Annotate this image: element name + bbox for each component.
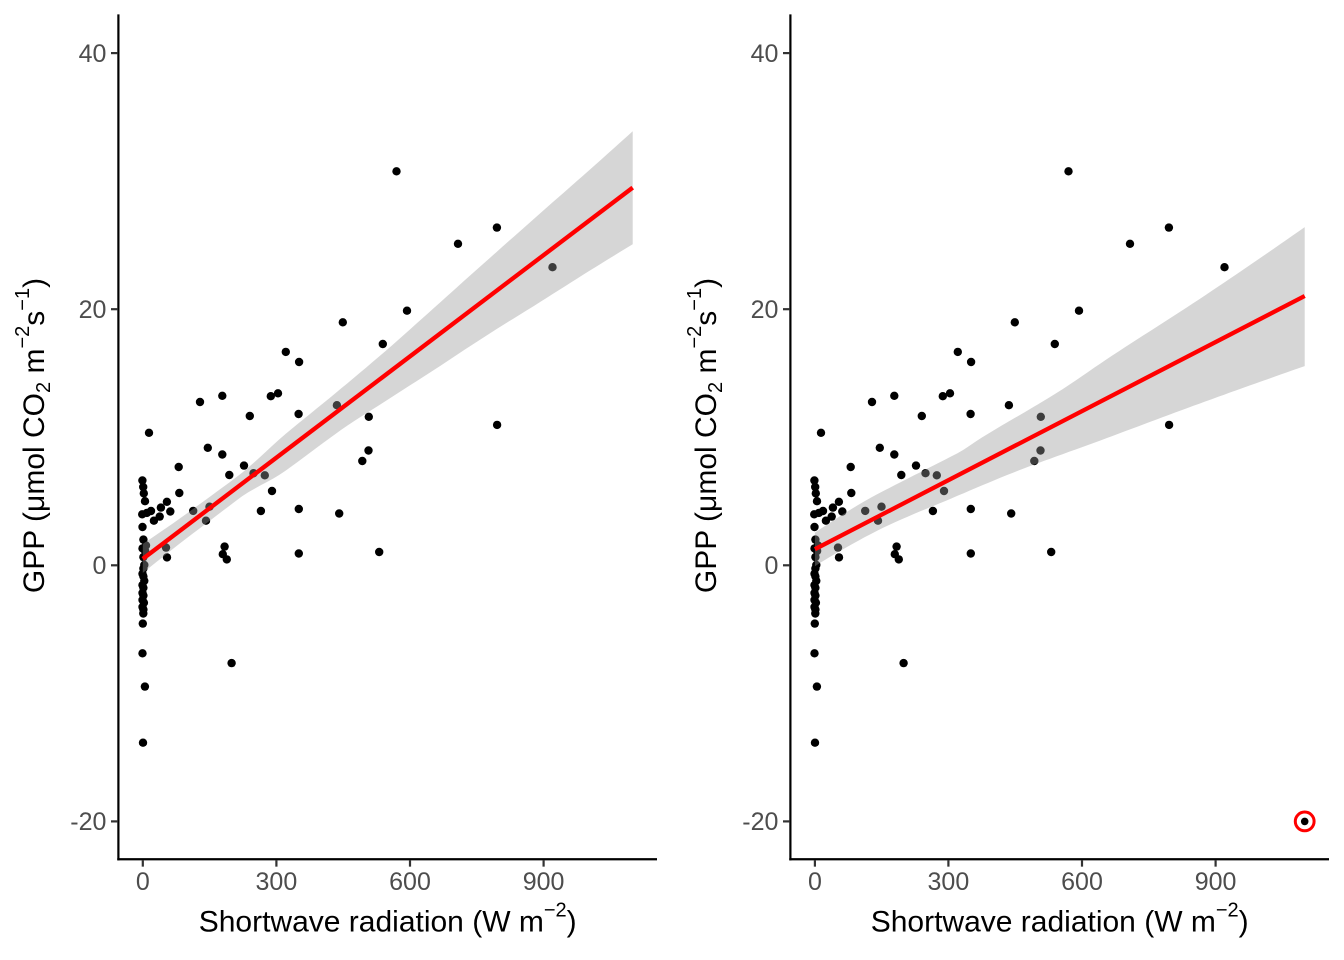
svg-text:600: 600 xyxy=(389,868,431,896)
svg-text:0: 0 xyxy=(808,868,822,896)
svg-text:GPP (μmol CO2 m−2s−1): GPP (μmol CO2 m−2s−1) xyxy=(684,278,727,593)
svg-text:20: 20 xyxy=(79,296,107,324)
svg-text:-20: -20 xyxy=(742,808,778,836)
svg-text:0: 0 xyxy=(92,552,106,580)
svg-text:600: 600 xyxy=(1061,868,1103,896)
svg-text:300: 300 xyxy=(256,868,298,896)
svg-text:Shortwave radiation (W m−2): Shortwave radiation (W m−2) xyxy=(871,900,1249,939)
svg-text:20: 20 xyxy=(751,296,779,324)
svg-text:40: 40 xyxy=(751,40,779,68)
svg-text:-20: -20 xyxy=(70,808,106,836)
svg-text:40: 40 xyxy=(79,40,107,68)
svg-text:900: 900 xyxy=(1195,868,1237,896)
svg-text:0: 0 xyxy=(764,552,778,580)
svg-text:GPP (μmol CO2 m−2s−1): GPP (μmol CO2 m−2s−1) xyxy=(12,278,55,593)
svg-text:900: 900 xyxy=(523,868,565,896)
svg-text:300: 300 xyxy=(928,868,970,896)
svg-text:0: 0 xyxy=(136,868,150,896)
svg-text:Shortwave radiation (W m−2): Shortwave radiation (W m−2) xyxy=(199,900,577,939)
